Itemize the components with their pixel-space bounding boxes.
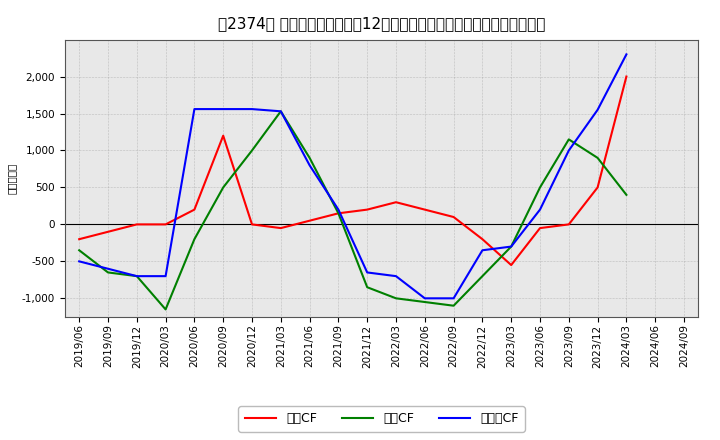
- 営業CF: [248, 222, 256, 227]
- 営業CF: [219, 133, 228, 138]
- フリーCF: [507, 244, 516, 249]
- 営業CF: [420, 207, 429, 212]
- 投資CF: [75, 248, 84, 253]
- 投資CF: [219, 185, 228, 190]
- Line: 投資CF: 投資CF: [79, 111, 626, 309]
- Y-axis label: （百万円）: （百万円）: [6, 162, 17, 194]
- 営業CF: [622, 74, 631, 79]
- 営業CF: [132, 222, 141, 227]
- フリーCF: [305, 163, 314, 168]
- 投資CF: [363, 285, 372, 290]
- フリーCF: [536, 207, 544, 212]
- 投資CF: [190, 237, 199, 242]
- 営業CF: [334, 211, 343, 216]
- フリーCF: [190, 106, 199, 112]
- 投資CF: [305, 155, 314, 161]
- 投資CF: [392, 296, 400, 301]
- Line: フリーCF: フリーCF: [79, 55, 626, 298]
- 営業CF: [305, 218, 314, 224]
- フリーCF: [161, 274, 170, 279]
- フリーCF: [334, 207, 343, 212]
- フリーCF: [276, 109, 285, 114]
- フリーCF: [392, 274, 400, 279]
- フリーCF: [132, 274, 141, 279]
- 営業CF: [392, 200, 400, 205]
- 投資CF: [564, 137, 573, 142]
- フリーCF: [622, 52, 631, 57]
- 投資CF: [334, 211, 343, 216]
- 営業CF: [363, 207, 372, 212]
- 営業CF: [190, 207, 199, 212]
- フリーCF: [449, 296, 458, 301]
- 投資CF: [161, 307, 170, 312]
- 営業CF: [161, 222, 170, 227]
- 投資CF: [449, 303, 458, 308]
- Legend: 営業CF, 投資CF, フリーCF: 営業CF, 投資CF, フリーCF: [238, 406, 525, 432]
- 営業CF: [276, 225, 285, 231]
- フリーCF: [248, 106, 256, 112]
- フリーCF: [478, 248, 487, 253]
- 投資CF: [507, 244, 516, 249]
- 投資CF: [104, 270, 112, 275]
- 営業CF: [75, 237, 84, 242]
- フリーCF: [104, 266, 112, 271]
- 投資CF: [622, 192, 631, 198]
- 投資CF: [478, 274, 487, 279]
- フリーCF: [219, 106, 228, 112]
- 営業CF: [593, 185, 602, 190]
- 投資CF: [276, 109, 285, 114]
- フリーCF: [363, 270, 372, 275]
- 投資CF: [593, 155, 602, 161]
- 投資CF: [420, 299, 429, 304]
- 営業CF: [449, 214, 458, 220]
- フリーCF: [75, 259, 84, 264]
- 投資CF: [248, 148, 256, 153]
- 営業CF: [507, 262, 516, 268]
- フリーCF: [593, 107, 602, 113]
- 営業CF: [536, 225, 544, 231]
- Title: 【2374】 キャッシュフローの12か月移動合計の対前年同期増減額の推移: 【2374】 キャッシュフローの12か月移動合計の対前年同期増減額の推移: [218, 16, 545, 32]
- フリーCF: [564, 148, 573, 153]
- Line: 営業CF: 営業CF: [79, 77, 626, 265]
- 営業CF: [564, 222, 573, 227]
- 投資CF: [132, 274, 141, 279]
- 投資CF: [536, 185, 544, 190]
- フリーCF: [420, 296, 429, 301]
- 営業CF: [478, 237, 487, 242]
- 営業CF: [104, 229, 112, 235]
